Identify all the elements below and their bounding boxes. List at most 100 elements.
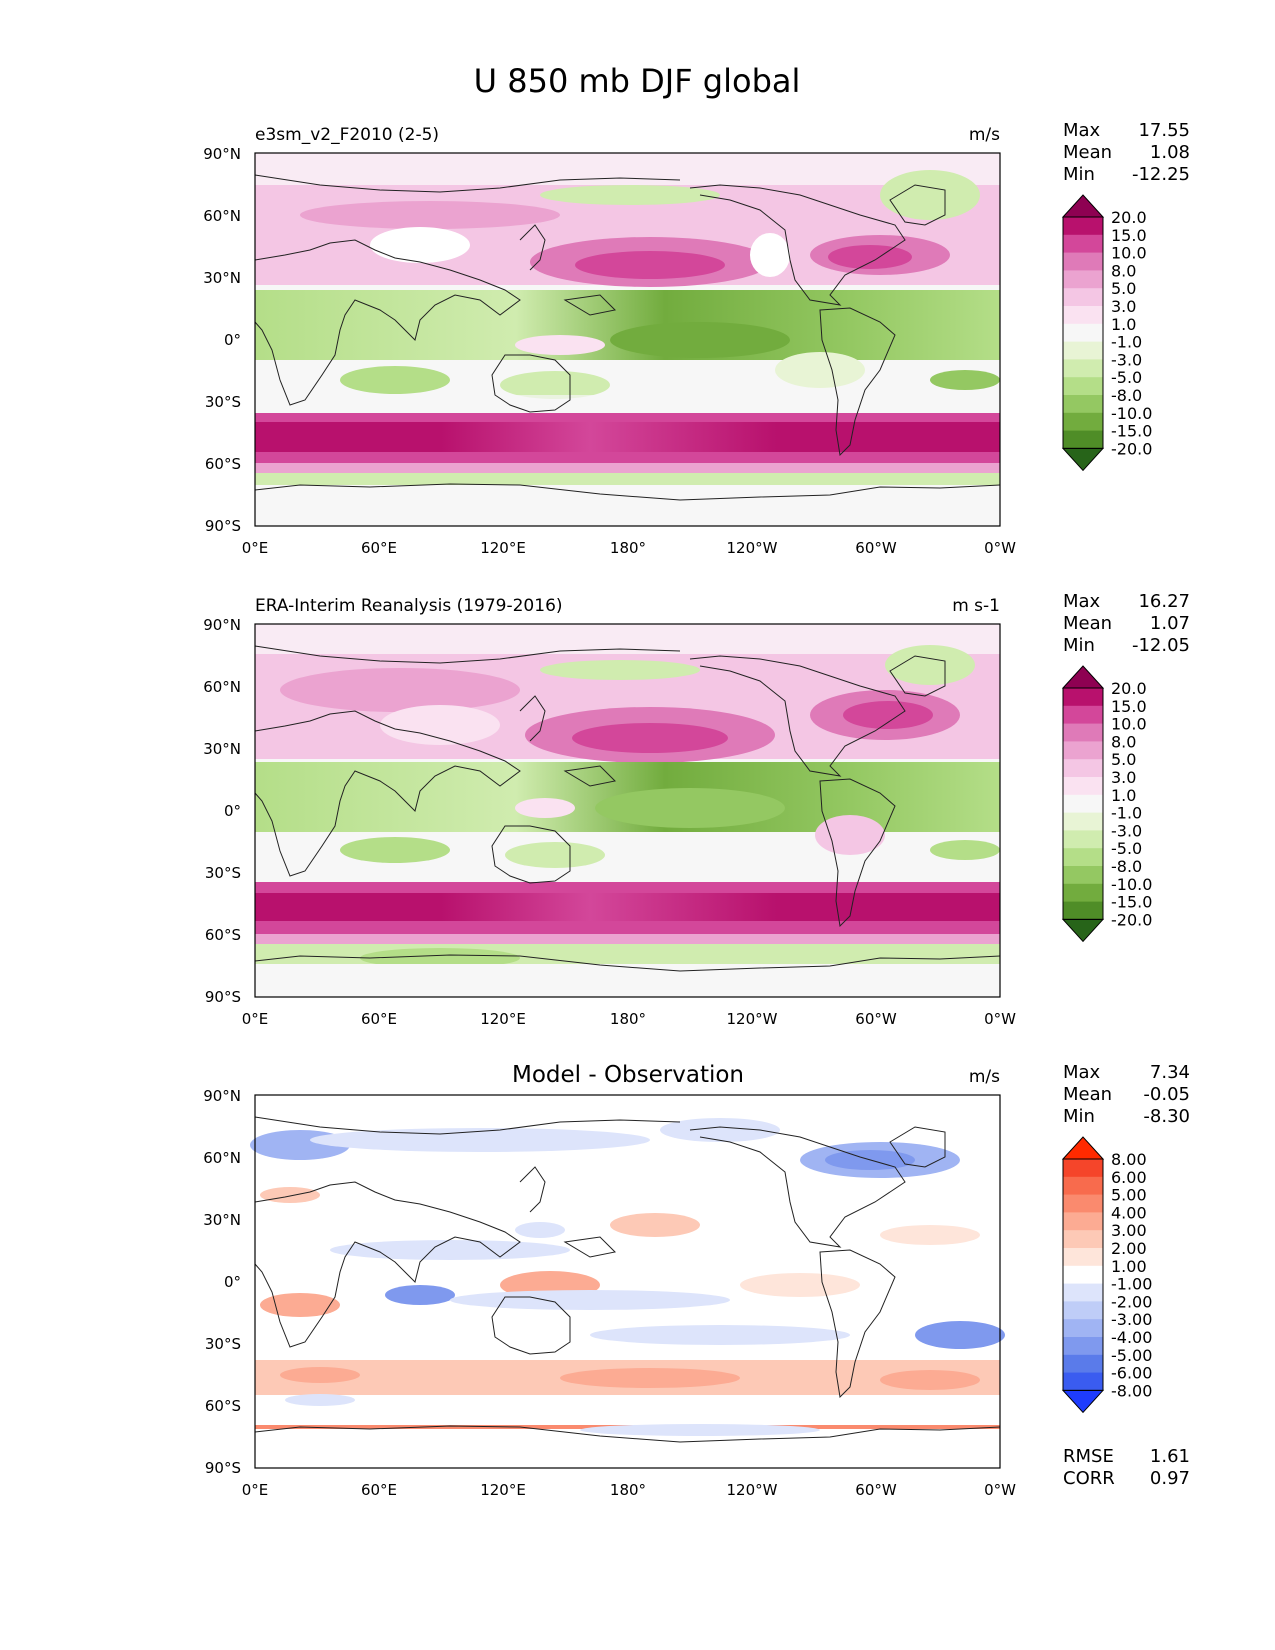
y-tick-label: 60°S (205, 1397, 241, 1415)
colorbar-extend-top (1061, 665, 1105, 689)
colorbar-tick-label: -2.00 (1111, 1292, 1152, 1311)
y-axis: 90°N 60°N 30°N 0° 30°S 60°S 90°S (203, 1087, 241, 1477)
x-tick-label: 0°W (984, 539, 1016, 557)
x-tick-label: 60°E (361, 539, 397, 557)
map-frame (254, 1094, 1001, 1469)
colorbar-bin (1063, 705, 1103, 725)
x-tick-label: 60°W (855, 1481, 897, 1499)
colorbar-tick-label: -6.00 (1111, 1364, 1152, 1383)
stat-value: 16.27 (1138, 591, 1190, 612)
y-tick-label: 30°N (203, 1211, 241, 1229)
y-axis: 90°N 60°N 30°N 0° 30°S 60°S 90°S (203, 616, 241, 1006)
colorbar-bin (1063, 1354, 1103, 1374)
x-tick-label: 180° (610, 1481, 646, 1499)
map-area (254, 624, 1001, 997)
x-tick-label: 0°W (984, 1010, 1016, 1028)
colorbar-bin (1063, 883, 1103, 903)
colorbar-bin (1063, 1194, 1103, 1213)
colorbar-tick-label: 10.0 (1111, 244, 1147, 263)
colorbar-tick-label: -1.0 (1111, 804, 1142, 823)
panel-units: m/s (969, 125, 1000, 145)
x-tick-label: 120°W (727, 539, 778, 557)
colorbar-bin (1063, 777, 1103, 796)
y-tick-label: 90°N (203, 1087, 241, 1105)
y-tick-label: 30°N (203, 269, 241, 287)
colorbar-tick-label: -5.00 (1111, 1346, 1152, 1365)
metrics-block: RMSE 1.61 CORR 0.97 (1063, 1446, 1190, 1489)
map-area (250, 1095, 1005, 1468)
colorbar: 20.015.010.08.05.03.01.0-1.0-3.0-5.0-8.0… (1061, 194, 1152, 472)
colorbar-tick-label: -3.0 (1111, 350, 1142, 369)
map-area (254, 153, 1001, 526)
map-frame (254, 623, 1001, 998)
colorbar-bin (1063, 359, 1103, 378)
x-tick-label: 0°E (242, 1010, 269, 1028)
x-tick-label: 120°W (727, 1010, 778, 1028)
metric-label: CORR (1063, 1468, 1115, 1489)
colorbar-extend-top (1061, 1136, 1105, 1160)
y-tick-label: 0° (224, 1273, 241, 1291)
panel-title-left: e3sm_v2_F2010 (2-5) (255, 125, 439, 145)
colorbar-bin (1063, 430, 1103, 449)
x-tick-label: 0°E (242, 539, 269, 557)
stats-block: Max 7.34 Mean -0.05 Min -8.30 (1063, 1062, 1190, 1127)
colorbar-tick-label: -4.00 (1111, 1328, 1152, 1347)
x-tick-label: 60°W (855, 1010, 897, 1028)
colorbar-tick-label: 1.0 (1111, 786, 1136, 805)
y-tick-label: 60°S (205, 926, 241, 944)
x-tick-label: 180° (610, 1010, 646, 1028)
stats-block: Max 17.55 Mean 1.08 Min -12.25 (1063, 120, 1190, 185)
colorbar-bin (1063, 723, 1103, 742)
stat-value: -0.05 (1143, 1084, 1190, 1105)
panel-difference: Model - Observation m/s (203, 1062, 1190, 1499)
colorbar-tick-label: -10.0 (1111, 875, 1152, 894)
stat-value: -12.05 (1132, 635, 1190, 656)
x-axis: 0°E 60°E 120°E 180° 120°W 60°W 0°W (242, 1010, 1016, 1028)
y-tick-label: 60°S (205, 455, 241, 473)
colorbar-bin (1063, 794, 1103, 814)
y-tick-label: 0° (224, 802, 241, 820)
colorbar-bin (1063, 848, 1103, 867)
x-tick-label: 0°E (242, 1481, 269, 1499)
colorbar-tick-label: -5.0 (1111, 368, 1142, 387)
colorbar-tick-label: -8.0 (1111, 386, 1142, 405)
colorbar-bin (1063, 1319, 1103, 1338)
colorbar-bin (1063, 1301, 1103, 1320)
colorbar-bin (1063, 252, 1103, 271)
stat-label: Max (1063, 120, 1101, 141)
stat-label: Min (1063, 164, 1095, 185)
colorbar-bin (1063, 1176, 1103, 1196)
colorbar-tick-label: -1.0 (1111, 333, 1142, 352)
stat-value: 17.55 (1138, 120, 1190, 141)
colorbar-tick-label: 15.0 (1111, 226, 1147, 245)
x-tick-label: 120°E (480, 1010, 526, 1028)
colorbar-bin (1063, 1248, 1103, 1267)
colorbar-tick-label: 10.0 (1111, 715, 1147, 734)
x-tick-label: 120°E (480, 1481, 526, 1499)
colorbar-extend-bottom (1061, 1389, 1105, 1414)
colorbar-bin (1063, 759, 1103, 778)
x-tick-label: 180° (610, 539, 646, 557)
colorbar-tick-label: 3.0 (1111, 768, 1136, 787)
y-axis: 90°N 60°N 30°N 0° 30°S 60°S 90°S (203, 145, 241, 535)
colorbar-tick-label: 20.0 (1111, 208, 1147, 227)
colorbar-bin (1063, 288, 1103, 307)
x-tick-label: 60°E (361, 1481, 397, 1499)
stat-label: Max (1063, 1062, 1101, 1083)
colorbar-tick-label: -15.0 (1111, 422, 1152, 441)
x-axis: 0°E 60°E 120°E 180° 120°W 60°W 0°W (242, 1481, 1016, 1499)
colorbar-tick-label: -3.00 (1111, 1310, 1152, 1329)
colorbar-bin (1063, 741, 1103, 760)
x-tick-label: 0°W (984, 1481, 1016, 1499)
stat-value: 7.34 (1150, 1062, 1190, 1083)
figure-title: U 850 mb DJF global (474, 62, 801, 100)
y-tick-label: 30°S (205, 1335, 241, 1353)
colorbar-tick-label: 3.0 (1111, 297, 1136, 316)
colorbar-bin (1063, 341, 1103, 360)
colorbar-tick-label: 2.00 (1111, 1239, 1147, 1258)
colorbar-bin (1063, 217, 1103, 236)
stat-label: Mean (1063, 613, 1112, 634)
stat-value: -8.30 (1143, 1106, 1190, 1127)
colorbar-tick-label: 15.0 (1111, 697, 1147, 716)
x-tick-label: 60°E (361, 1010, 397, 1028)
